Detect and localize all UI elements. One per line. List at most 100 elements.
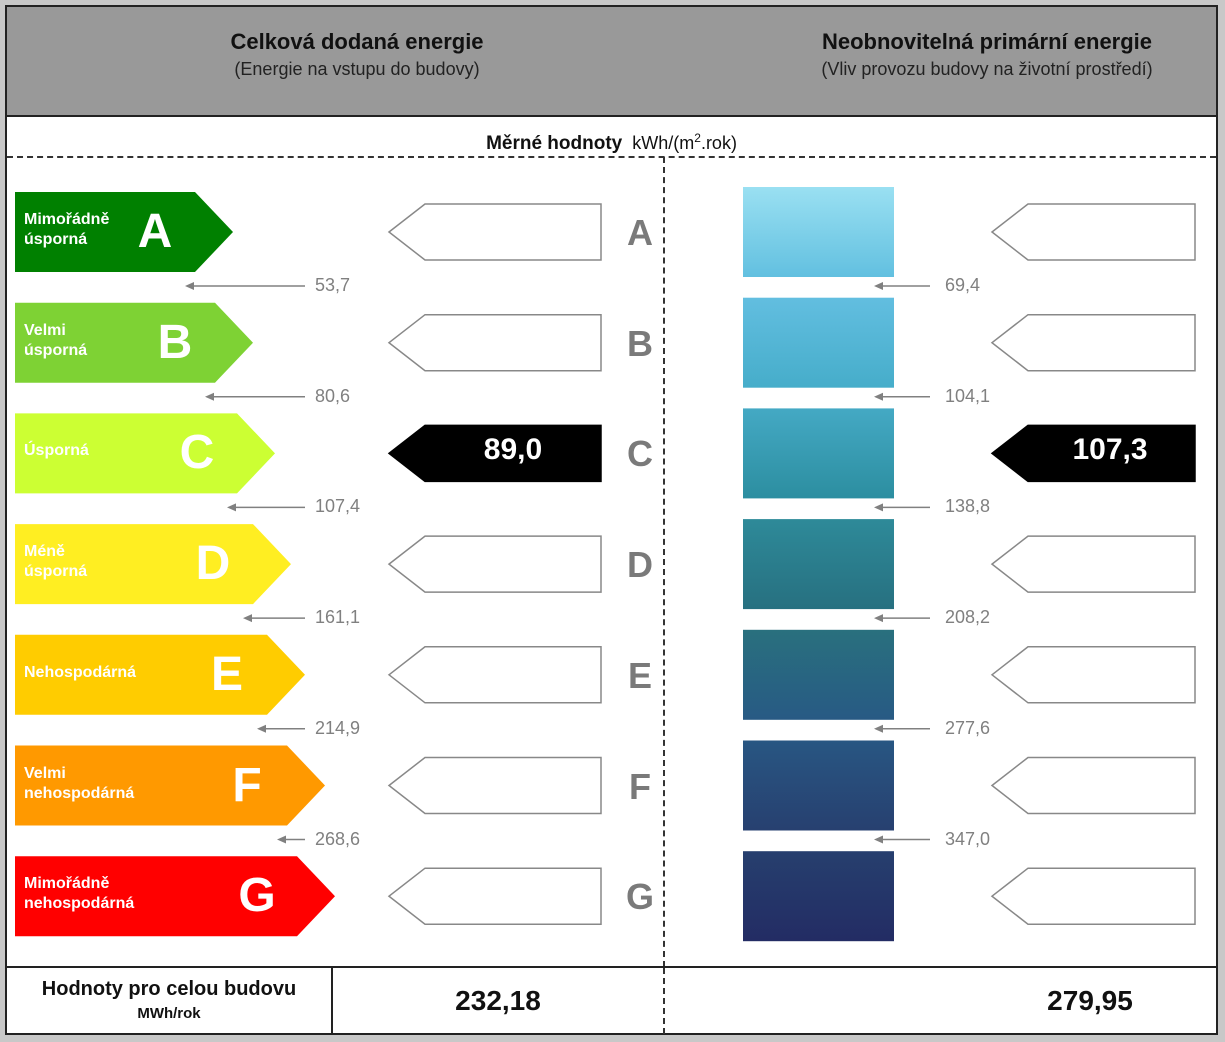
left-threshold-label: 214,9 — [315, 717, 361, 738]
unit-suffix: .rok) — [700, 133, 737, 153]
class-arrow-g — [15, 856, 335, 937]
right-empty-marker — [990, 535, 1196, 593]
scale-letter-g: G — [625, 876, 654, 918]
left-empty-marker — [387, 867, 602, 925]
footer-dashed-divider — [663, 968, 665, 1034]
class-letter-a: A — [137, 205, 173, 258]
class-label-line1: Méně — [24, 543, 65, 561]
unit-prefix: kWh/(m — [632, 133, 695, 153]
arrow-left-icon — [243, 614, 252, 623]
left-total-value: 232,18 — [455, 985, 541, 1016]
arrow-left-icon — [277, 835, 286, 844]
class-label-a: Mimořádně úsporná — [24, 210, 224, 250]
class-label-line2: nehospodárná — [24, 895, 135, 913]
scale-letter-d: D — [627, 544, 653, 586]
header: Celková dodaná energie (Energie na vstup… — [7, 7, 1216, 117]
right-header-subtitle: (Vliv provozu budovy na životní prostřed… — [821, 59, 1153, 79]
scale-letter-c: C — [627, 433, 653, 475]
arrow-left-icon — [874, 392, 883, 401]
left-threshold-label: 53,7 — [315, 275, 351, 295]
right-threshold-label: 69,4 — [945, 275, 981, 295]
footer-label: Hodnoty pro celou budovu — [41, 978, 297, 1000]
left-threshold-label: 107,4 — [315, 496, 361, 517]
primary-energy-band-f — [743, 740, 894, 831]
arrow-left-icon — [257, 724, 266, 733]
class-label-line1: Velmi — [24, 764, 66, 782]
left-value-text: 89,0 — [483, 433, 543, 467]
right-threshold-label: 277,6 — [945, 717, 991, 738]
right-threshold-label: 138,8 — [945, 496, 991, 517]
arrow-left-icon — [874, 724, 883, 733]
class-label-line2: úsporná — [24, 231, 88, 248]
left-empty-marker — [387, 203, 602, 261]
class-letter-b: B — [157, 315, 193, 369]
primary-energy-band-b — [743, 297, 894, 388]
specific-values-label: Měrné hodnoty — [486, 133, 623, 154]
scale-letter-f: F — [629, 765, 651, 807]
scale-letter-e: E — [627, 654, 652, 696]
left-header: Celková dodaná energie (Energie na vstup… — [7, 29, 707, 80]
arrow-left-icon — [205, 392, 214, 401]
dashed-divider — [7, 156, 1216, 158]
class-label-line2: nehospodárná — [24, 784, 135, 802]
scale-letter-b: B — [627, 322, 653, 364]
left-empty-marker — [387, 646, 602, 704]
right-threshold-label: 208,2 — [945, 607, 991, 628]
right-empty-marker — [990, 646, 1196, 704]
class-label-line2: úsporná — [24, 563, 88, 581]
left-threshold-label: 268,6 — [315, 828, 361, 849]
class-letter-g: G — [238, 869, 276, 923]
class-arrow-b — [15, 302, 253, 383]
left-threshold-label: 161,1 — [315, 607, 361, 628]
class-label-line1: Velmi — [24, 321, 66, 339]
unit-label: kWh/(m2.rok) — [632, 131, 737, 153]
class-label-line1: Úsporná — [24, 442, 89, 460]
right-total-value: 279,95 — [1047, 985, 1133, 1016]
vertical-dashed-divider — [663, 157, 665, 967]
primary-energy-band-e — [743, 629, 894, 720]
class-label-line2: úsporná — [24, 341, 88, 359]
class-letter-f: F — [232, 758, 262, 812]
primary-energy-band-c — [743, 408, 894, 499]
right-value-marker — [990, 424, 1196, 483]
left-empty-marker — [387, 756, 602, 815]
left-value-marker — [387, 424, 602, 483]
arrow-left-icon — [874, 282, 883, 290]
class-letter-c: C — [179, 426, 215, 480]
class-label-d: Méně úsporná — [24, 542, 224, 582]
left-empty-marker — [387, 535, 602, 593]
arrow-left-icon — [185, 282, 194, 290]
right-empty-marker — [990, 203, 1196, 261]
right-threshold-label: 104,1 — [945, 385, 991, 406]
arrow-left-icon — [874, 835, 883, 844]
specific-values-heading: Měrné hodnoty kWh/(m2.rok) — [7, 118, 1216, 156]
class-label-b: Velmi úsporná — [24, 321, 224, 361]
scale-letter-a: A — [627, 212, 653, 253]
left-empty-marker — [387, 313, 602, 372]
class-arrow-d — [15, 524, 291, 605]
unit-sup: 2 — [694, 131, 701, 145]
left-header-subtitle: (Energie na vstupu do budovy) — [234, 59, 480, 79]
right-value-text: 107,3 — [1072, 433, 1148, 467]
arrow-left-icon — [227, 503, 236, 512]
primary-energy-band-g — [743, 851, 894, 942]
right-header: Neobnovitelná primární energie (Vliv pro… — [767, 29, 1207, 80]
right-empty-marker — [990, 313, 1196, 372]
class-arrow-f — [15, 745, 325, 826]
class-arrow-c — [15, 413, 275, 494]
primary-energy-band-d — [743, 519, 894, 610]
left-threshold-label: 80,6 — [315, 385, 351, 406]
class-label-line1: Mimořádně — [24, 211, 110, 228]
footer-label-cell: Hodnoty pro celou budovu MWh/rok — [7, 968, 333, 1034]
class-label-f: Velmi nehospodárná — [24, 764, 224, 804]
class-letter-d: D — [195, 537, 231, 591]
class-label-e: Nehospodárná — [24, 663, 224, 683]
class-arrow-a — [15, 192, 233, 272]
footer-divider — [7, 966, 1216, 968]
class-label-line1: Mimořádně — [24, 875, 110, 893]
arrow-left-icon — [874, 614, 883, 623]
footer-unit: MWh/rok — [137, 1005, 201, 1022]
right-empty-marker — [990, 867, 1196, 925]
right-header-title: Neobnovitelná primární energie — [821, 29, 1153, 54]
